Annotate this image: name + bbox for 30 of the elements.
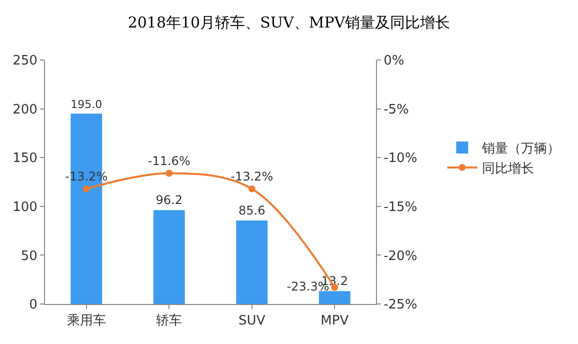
y-tick-label: 150 xyxy=(12,151,38,166)
y-tick-label: 250 xyxy=(12,54,38,69)
point xyxy=(166,170,173,177)
y2-tick-label: -15% xyxy=(384,200,418,215)
legend-label: 销量（万辆） xyxy=(481,142,560,157)
x-tick-label: MPV xyxy=(320,314,349,329)
data-label: 195.0 xyxy=(70,98,102,111)
bar xyxy=(318,291,350,304)
x-tick-label: 轿车 xyxy=(156,314,182,329)
y-tick-label: 0 xyxy=(29,298,38,313)
point xyxy=(82,185,90,192)
y2-tick-label: 0% xyxy=(384,54,404,69)
x-tick-label: 乘用车 xyxy=(66,314,106,329)
point xyxy=(248,185,256,192)
bar xyxy=(153,210,185,304)
y2-tick-label: -25% xyxy=(384,298,418,313)
legend-label: 同比增长 xyxy=(482,162,534,177)
x-tick-label: SUV xyxy=(238,314,266,329)
y2-tick-label: -5% xyxy=(384,102,409,118)
y-tick-label: 200 xyxy=(12,102,38,118)
data-label: 85.6 xyxy=(238,203,266,218)
data-label: -11.6% xyxy=(148,154,190,168)
data-label: 96.2 xyxy=(156,193,182,208)
y-tick-label: 100 xyxy=(12,200,38,215)
chart-title: 2018年10月轿车、SUV、MPV销量及同比增长 xyxy=(128,14,450,32)
y-tick-label: 50 xyxy=(20,248,38,264)
bar xyxy=(236,220,268,304)
y2-tick-label: -10% xyxy=(384,151,418,166)
data-label: -13.2% xyxy=(230,169,274,184)
y2-tick-label: -20% xyxy=(384,248,418,264)
